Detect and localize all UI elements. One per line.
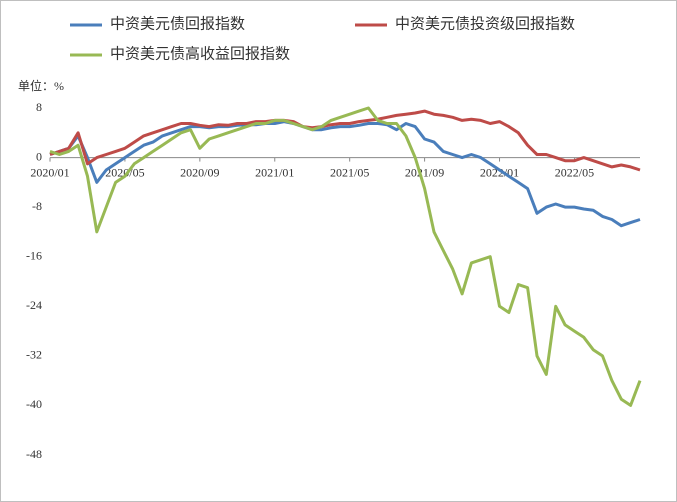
line-series: [49, 120, 641, 228]
y-tick-label: 0: [36, 149, 42, 163]
x-tick-label: 2022/01: [480, 165, 519, 179]
x-tick-label: 2020/01: [30, 165, 69, 179]
x-tick-label: 2021/01: [255, 165, 294, 179]
legend-label: 中资美元债回报指数: [110, 15, 245, 32]
line-series: [49, 109, 641, 172]
y-tick-label: 8: [36, 100, 42, 114]
y-axis-label: 单位：%: [18, 78, 64, 93]
y-tick-label: -8: [32, 199, 42, 213]
x-tick-label: 2021/09: [405, 165, 444, 179]
legend-label: 中资美元债高收益回报指数: [110, 45, 290, 62]
y-tick-label: -40: [26, 397, 42, 411]
legend-label: 中资美元债投资级回报指数: [395, 15, 575, 32]
y-tick-label: -32: [26, 348, 42, 362]
y-tick-label: -24: [26, 298, 42, 312]
x-tick-label: 2022/05: [555, 165, 594, 179]
y-tick-label: -48: [26, 447, 42, 461]
line-series: [49, 106, 642, 407]
x-tick-label: 2020/05: [105, 165, 144, 179]
x-tick-label: 2021/05: [330, 165, 369, 179]
y-tick-label: -16: [26, 248, 42, 262]
x-tick-label: 2020/09: [180, 165, 219, 179]
